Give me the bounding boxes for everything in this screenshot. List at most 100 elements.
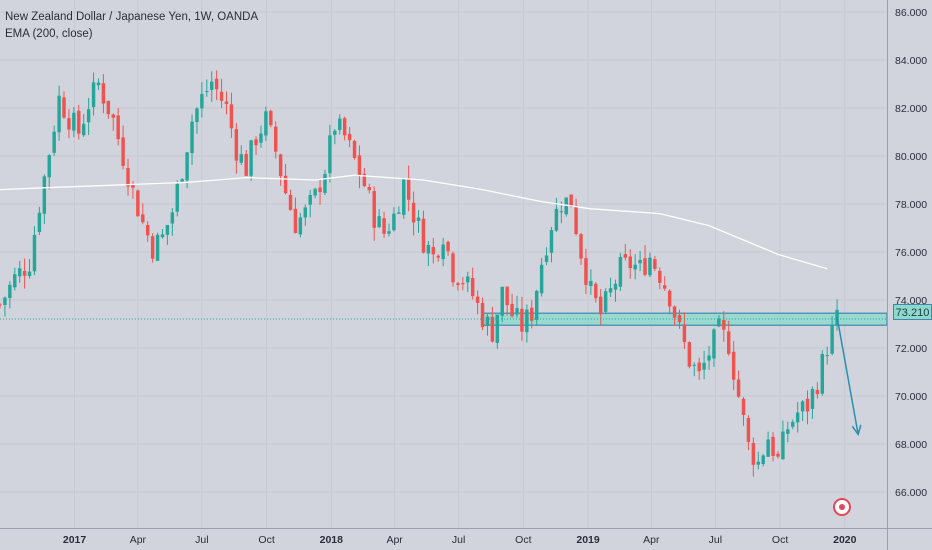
candle-body <box>328 135 332 174</box>
candle-body <box>372 191 376 228</box>
candle-body <box>214 78 219 90</box>
candle-body <box>549 230 554 253</box>
candle-body <box>441 244 445 260</box>
candle-body <box>333 130 337 135</box>
candle-body <box>303 207 308 218</box>
candles <box>0 70 839 477</box>
candle-body <box>362 173 367 187</box>
candle-body <box>141 214 145 223</box>
candle-body <box>505 286 509 306</box>
candle-body <box>727 331 731 354</box>
candle-body <box>456 283 460 286</box>
candle-body <box>446 241 450 252</box>
candle-body <box>736 379 741 397</box>
candle-body <box>185 152 189 181</box>
candle-body <box>712 329 716 359</box>
candle-body <box>618 256 623 287</box>
candle-body <box>308 194 312 205</box>
candle-body <box>500 286 504 316</box>
candle-body <box>293 208 298 234</box>
candle-body <box>150 236 155 259</box>
candle-body <box>426 244 431 254</box>
candle-body <box>22 270 27 276</box>
candle-body <box>27 271 32 277</box>
candle-body <box>559 211 564 213</box>
x-tick-label: Oct <box>258 534 274 546</box>
candle-body <box>17 268 22 277</box>
candle-body <box>52 131 56 153</box>
candle-body <box>155 234 160 261</box>
candle-body <box>210 81 214 90</box>
candle-body <box>96 82 101 86</box>
candle-body <box>658 270 662 283</box>
y-tick-label: 66.000 <box>895 487 927 499</box>
x-tick-label: Apr <box>130 534 147 546</box>
candle-body <box>126 167 130 187</box>
projection-arrow-head <box>851 424 862 437</box>
candle-body <box>175 183 179 212</box>
candle-body <box>761 455 765 465</box>
candle-body <box>825 355 829 357</box>
candle-body <box>648 257 652 276</box>
candle-body <box>515 308 519 315</box>
candle-body <box>771 436 775 456</box>
current-price-label: 73.210 <box>893 304 932 320</box>
y-tick-label: 80.000 <box>895 151 927 163</box>
overlays <box>0 316 887 437</box>
candle-body <box>0 304 2 306</box>
candle-body <box>180 179 184 182</box>
candle-body <box>530 307 534 321</box>
candle-body <box>195 108 199 123</box>
candle-body <box>795 412 800 423</box>
candle-body <box>200 94 204 109</box>
candle-body <box>598 296 603 315</box>
candle-body <box>165 224 170 235</box>
candle-body <box>751 443 756 465</box>
candle-body <box>367 187 372 191</box>
candle-body <box>741 398 746 416</box>
candle-body <box>667 290 672 307</box>
candle-body <box>416 217 421 221</box>
symbol-title: New Zealand Dollar / Japanese Yen, 1W, O… <box>5 11 259 23</box>
candle-body <box>81 123 86 136</box>
candle-body <box>8 284 12 299</box>
candle-body <box>692 364 696 366</box>
candle-body <box>205 91 209 93</box>
candle-body <box>830 325 834 354</box>
candle-body <box>382 218 386 234</box>
candle-body <box>746 418 751 442</box>
y-tick-label: 84.000 <box>895 55 927 67</box>
candle-body <box>47 155 51 178</box>
candle-body <box>406 178 411 200</box>
candle-body <box>91 82 96 108</box>
candle-body <box>707 355 711 361</box>
candle-body <box>677 315 682 323</box>
candle-body <box>288 194 293 211</box>
candle-body <box>510 303 514 317</box>
projection-arrow-line <box>836 316 859 435</box>
candle-body <box>717 318 721 327</box>
candle-body <box>224 101 229 104</box>
y-tick-label: 82.000 <box>895 103 927 115</box>
candle-body <box>338 118 342 131</box>
candle-body <box>131 184 135 188</box>
x-tick-label: Jul <box>709 534 722 546</box>
candle-body <box>461 283 465 285</box>
candle-body <box>815 389 820 395</box>
candle-body <box>643 258 647 275</box>
candle-body <box>731 351 736 380</box>
candle-body <box>490 316 495 342</box>
alert-icon[interactable] <box>833 498 851 516</box>
x-tick-label: 2019 <box>576 534 600 546</box>
candle-body <box>608 288 613 293</box>
candle-body <box>613 283 618 290</box>
candle-body <box>190 121 194 154</box>
candle-body <box>32 234 37 272</box>
grid <box>0 0 887 528</box>
candle-body <box>466 276 470 283</box>
candle-body <box>392 213 396 231</box>
ema-200-line <box>0 174 828 270</box>
